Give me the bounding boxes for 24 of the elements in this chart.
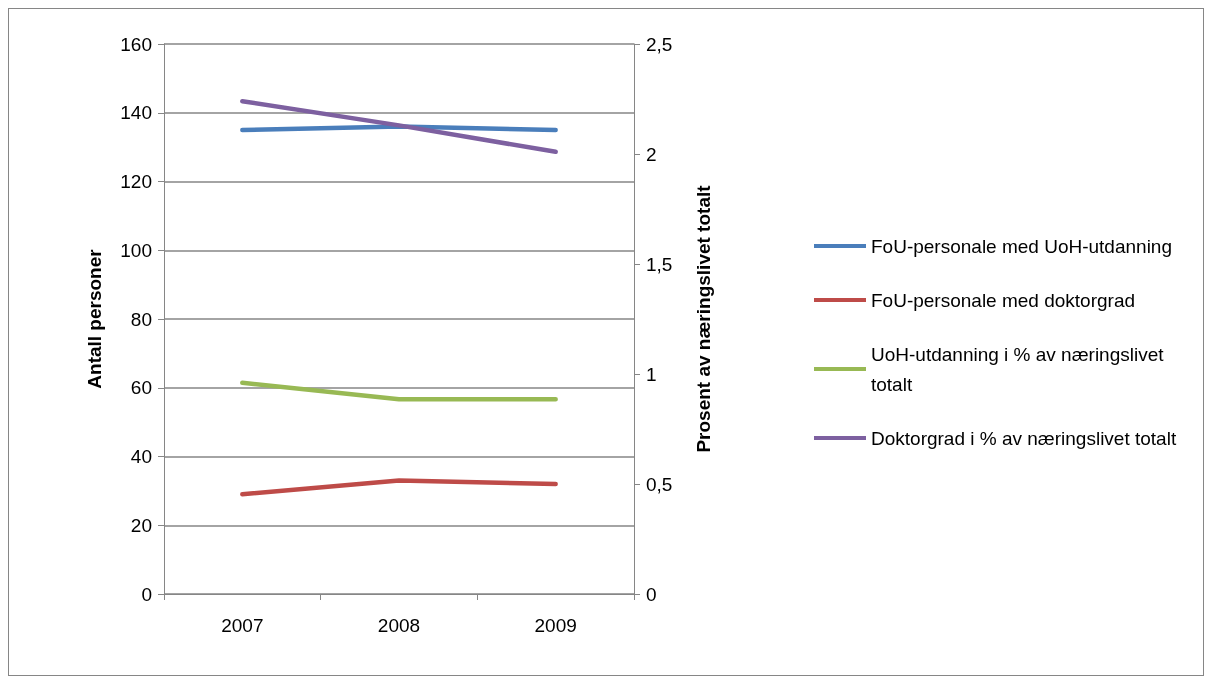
y-tick-label: 0 (141, 583, 152, 605)
y2-tick-label: 1,5 (646, 253, 673, 275)
y2-tick-label: 0 (646, 583, 657, 605)
legend-label: FoU-personale med doktorgrad (871, 289, 1136, 311)
legend-label: UoH-utdanning i % av næringslivet totalt (871, 343, 1169, 395)
y-tick-label: 20 (130, 514, 152, 536)
y-tick-label: 40 (130, 446, 152, 467)
y-tick-label: 160 (120, 33, 152, 55)
legend-label: Doktorgrad i % av næringslivet totalt (871, 427, 1177, 449)
y-tick-label: 60 (130, 377, 152, 399)
x-tick-label: 2008 (377, 615, 421, 636)
y2-tick-label: 2 (646, 143, 657, 165)
y-axis-title: Antall personer (84, 248, 105, 389)
y2-tick-label: 0,5 (646, 473, 673, 495)
y2-tick-label: 2,5 (646, 33, 673, 55)
y2-tick-label: 1 (646, 363, 657, 385)
y-tick-label: 80 (130, 308, 152, 330)
y-tick-label: 100 (120, 239, 152, 261)
x-tick-label: 2007 (221, 615, 264, 636)
y-tick-label: 140 (120, 102, 152, 124)
y2-axis-title: Prosent av næringslivet totalt (693, 184, 714, 453)
x-tick-label: 2009 (534, 615, 577, 636)
legend-label: FoU-personale med UoH-utdanning (871, 235, 1172, 257)
y-tick-label: 120 (120, 171, 152, 192)
